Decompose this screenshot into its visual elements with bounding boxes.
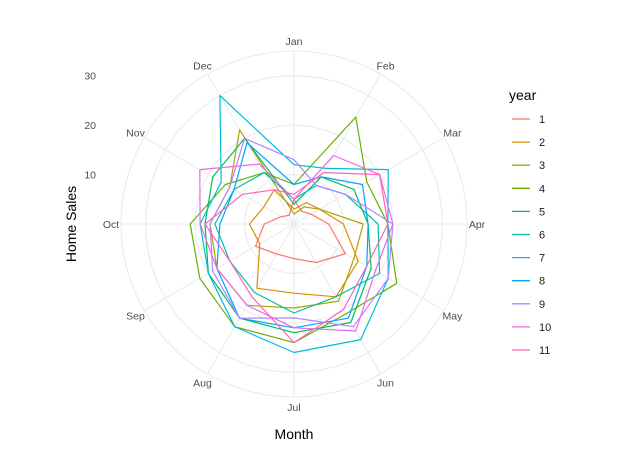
panel-grid (120, 50, 468, 398)
legend-label-8: 8 (539, 276, 545, 288)
month-label-aug: Aug (193, 377, 212, 389)
grid-ring-35 (120, 50, 468, 398)
legend-item-6: 6 (512, 230, 545, 242)
grid-spoke-mar (293, 137, 445, 225)
legend-item-7: 7 (512, 253, 545, 265)
y-axis-title: Home Sales (63, 186, 79, 262)
month-label-jun: Jun (377, 377, 394, 389)
month-label-may: May (443, 311, 464, 323)
month-label-dec: Dec (193, 61, 212, 73)
month-label-jan: Jan (286, 36, 303, 48)
x-axis-title: Month (275, 426, 314, 442)
series-line-year-11 (204, 172, 389, 344)
series-line-year-9 (209, 137, 394, 328)
legend-label-5: 5 (539, 206, 545, 218)
series-line-year-8 (216, 142, 369, 329)
legend-item-10: 10 (512, 322, 551, 334)
month-label-nov: Nov (126, 128, 145, 140)
legend-item-8: 8 (512, 276, 545, 288)
grid-spoke-dec (207, 73, 295, 225)
legend-item-2: 2 (512, 137, 545, 149)
grid-spoke-nov (143, 137, 295, 225)
grid-spoke-jun (293, 223, 381, 375)
legend-label-4: 4 (539, 183, 545, 195)
legend-label-7: 7 (539, 253, 545, 265)
month-label-mar: Mar (443, 128, 462, 140)
legend-label-11: 11 (539, 345, 550, 357)
month-label-jul: Jul (287, 402, 300, 414)
month-label-feb: Feb (376, 61, 394, 73)
legend: year 1 2 3 4 5 6 7 8 9 10 11 (509, 87, 551, 357)
legend-item-4: 4 (512, 183, 545, 195)
month-label-oct: Oct (103, 219, 119, 231)
legend-label-9: 9 (539, 299, 545, 311)
legend-item-3: 3 (512, 160, 545, 172)
legend-item-9: 9 (512, 299, 545, 311)
radial-tick-10: 10 (84, 170, 96, 182)
series-line-year-7 (199, 94, 389, 354)
legend-item-1: 1 (512, 114, 545, 126)
legend-title: year (509, 87, 537, 103)
month-label-apr: Apr (469, 219, 486, 231)
tick-labels: Jan Feb Mar Apr May Jun Jul Aug Sep Oct Nov Dec 10 20… (84, 36, 485, 414)
month-label-sep: Sep (126, 311, 145, 323)
radial-tick-20: 20 (84, 120, 96, 132)
legend-label-2: 2 (539, 137, 545, 149)
series-layer (189, 94, 398, 354)
legend-label-1: 1 (539, 114, 545, 126)
grid-spoke-aug (207, 223, 295, 375)
legend-label-3: 3 (539, 160, 545, 172)
series-line-year-1 (254, 198, 346, 264)
series-line-year-6 (214, 172, 381, 314)
grid-spoke-feb (293, 73, 381, 225)
legend-label-6: 6 (539, 230, 545, 242)
grid-spoke-sep (143, 223, 295, 311)
legend-label-10: 10 (539, 322, 551, 334)
legend-item-5: 5 (512, 206, 545, 218)
radial-tick-30: 30 (84, 71, 96, 83)
legend-item-11: 11 (512, 345, 550, 357)
grid-ring-30 (145, 75, 443, 373)
series-line-year-5 (204, 137, 372, 334)
grid-spoke-may (293, 223, 445, 311)
